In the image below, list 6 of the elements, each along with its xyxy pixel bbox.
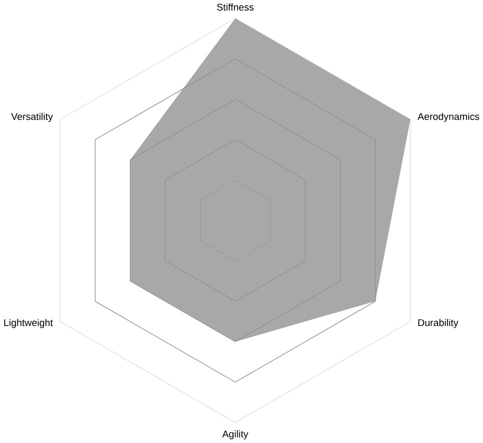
spoke-label: Lightweight — [4, 319, 53, 328]
spoke-label: Stiffness — [217, 4, 254, 11]
spoke-label: Aerodynamics — [418, 112, 480, 122]
spoke-label: Agility — [222, 430, 248, 440]
spoke-label: Versatility — [11, 112, 53, 122]
spoke-label: Durability — [418, 319, 458, 328]
